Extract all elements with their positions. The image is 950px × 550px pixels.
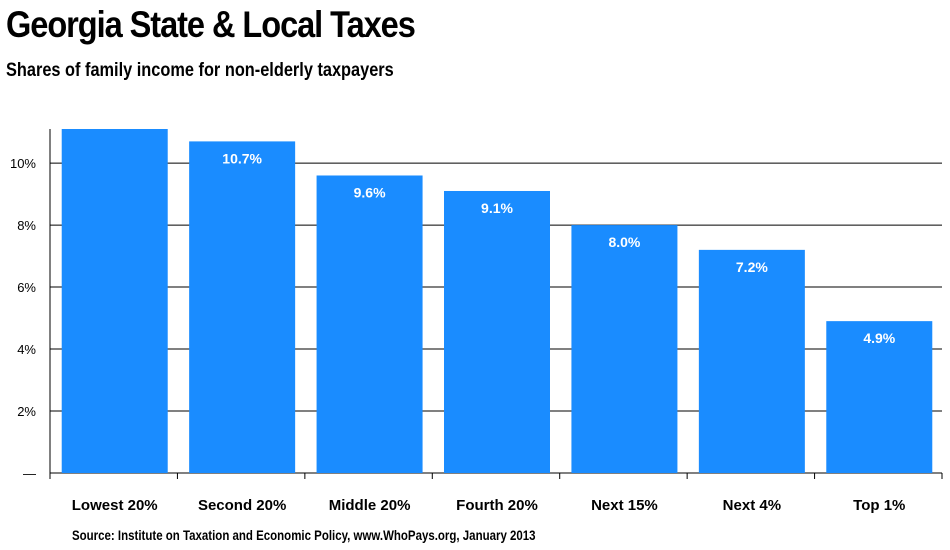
category-label: Lowest 20% (72, 497, 158, 514)
bar (571, 225, 678, 473)
source-note: Source: Institute on Taxation and Econom… (72, 527, 536, 543)
data-label: 10.7% (222, 150, 262, 166)
bars (61, 129, 933, 473)
bar (61, 129, 168, 473)
y-tick-label: — (23, 466, 36, 481)
data-label: 9.6% (354, 184, 386, 200)
bar (189, 141, 296, 473)
category-label: Top 1% (853, 497, 905, 514)
y-tick-label: 6% (17, 280, 36, 295)
data-label: 8.0% (608, 234, 640, 250)
category-label: Next 4% (723, 497, 781, 514)
chart-subtitle: Shares of family income for non-elderly … (6, 60, 394, 81)
category-label: Next 15% (591, 497, 658, 514)
data-label: 7.2% (736, 259, 768, 275)
category-label: Fourth 20% (456, 497, 538, 514)
labels: — 2% 4% 6% 8% 10% Lowest 20% 10.7% Second 20% 9.6… (10, 150, 905, 514)
chart-title: Georgia State & Local Taxes (6, 4, 416, 45)
bar (698, 249, 805, 473)
data-label: 9.1% (481, 200, 513, 216)
category-label: Middle 20% (329, 497, 411, 514)
y-tick-label: 4% (17, 342, 36, 357)
bar (316, 175, 423, 473)
y-tick-label: 8% (17, 218, 36, 233)
bar (444, 190, 550, 473)
y-tick-label: 10% (10, 156, 36, 171)
data-label: 4.9% (863, 330, 895, 346)
category-label: Second 20% (198, 497, 286, 514)
y-tick-label: 2% (17, 404, 36, 419)
bar (826, 321, 933, 473)
